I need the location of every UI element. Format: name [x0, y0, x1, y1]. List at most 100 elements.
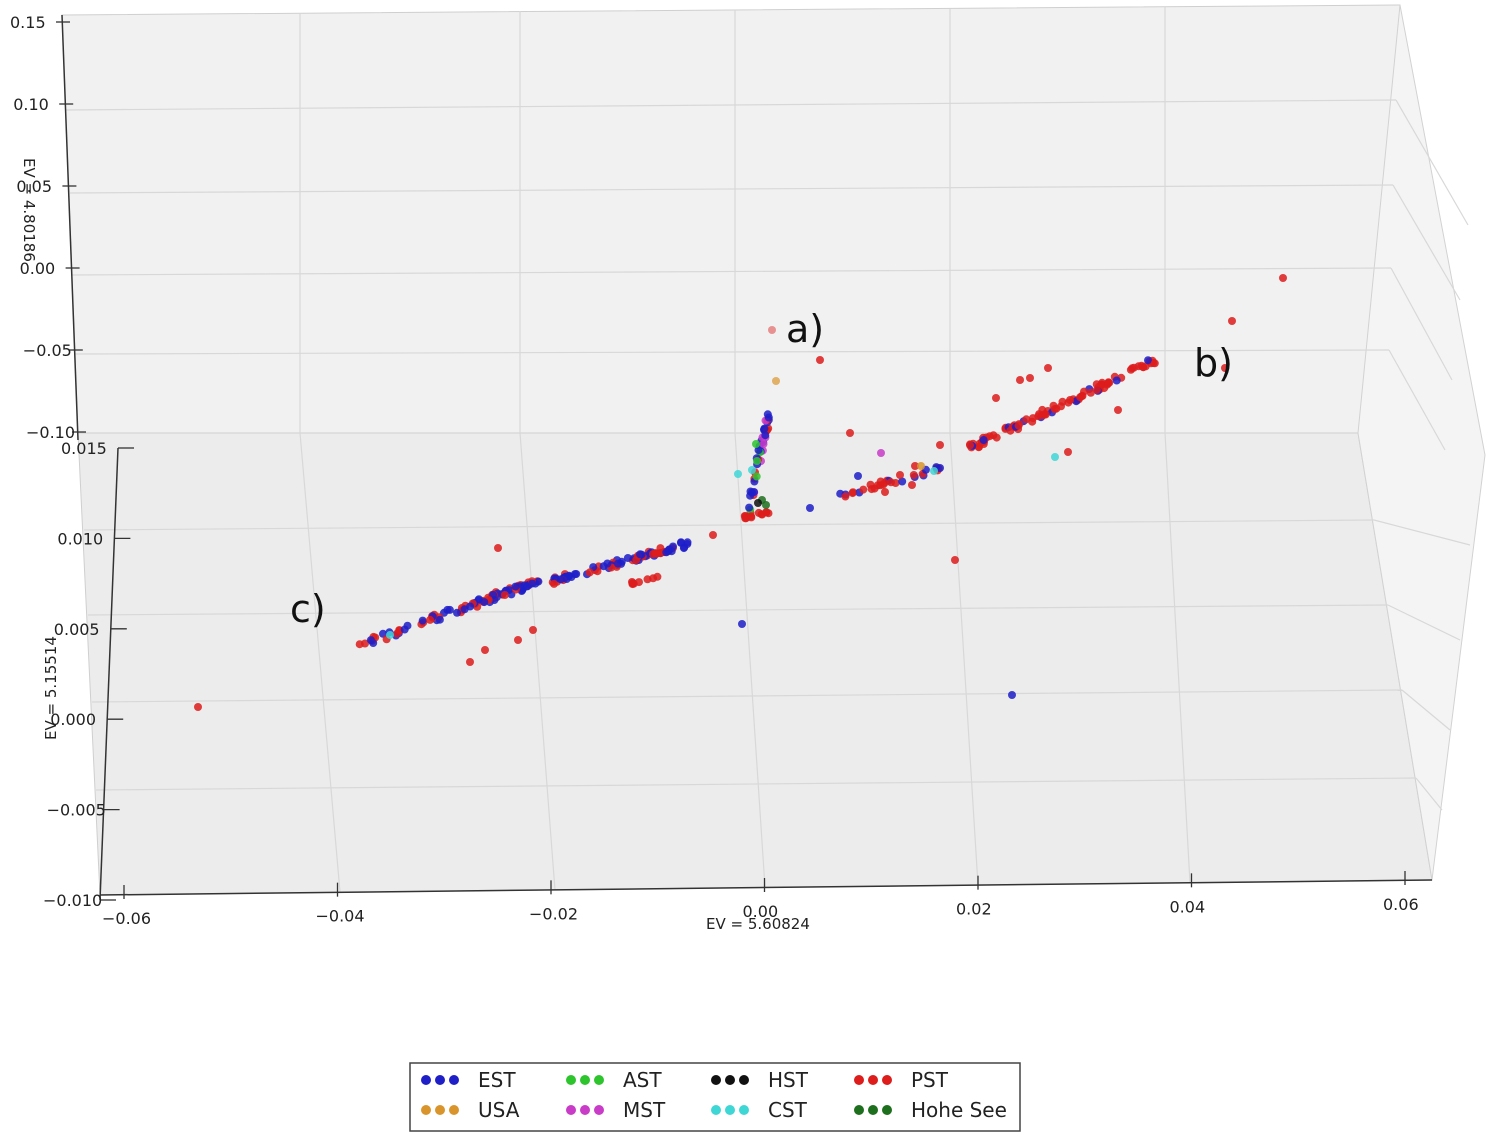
point-mst: [759, 440, 768, 449]
point-est: [567, 573, 576, 581]
legend-marker: [739, 1105, 749, 1115]
annotation-c: c): [290, 587, 326, 631]
point-pst: [1064, 448, 1072, 456]
point-pst: [1279, 274, 1287, 282]
legend-marker: [711, 1075, 721, 1085]
point-est: [745, 503, 754, 512]
point-pst: [393, 629, 401, 638]
x-tick-label: −0.04: [316, 907, 365, 926]
point-est: [760, 424, 769, 433]
point-pst: [841, 492, 850, 501]
legend-marker: [580, 1105, 590, 1115]
point-pst: [628, 579, 637, 588]
legend-item-pst: PST: [854, 1068, 949, 1092]
z-tick-label: 0.05: [16, 177, 52, 196]
legend-marker: [854, 1075, 864, 1085]
legend-marker: [854, 1105, 864, 1115]
point-pst: [742, 514, 751, 523]
point-est: [936, 464, 944, 472]
y-tick-label: 0.005: [54, 620, 100, 639]
point-pst: [768, 326, 776, 334]
point-pst: [1026, 374, 1034, 382]
legend: EST USA AST MST HST CST PST Hohe See: [409, 1062, 1021, 1132]
point-est: [1112, 376, 1121, 385]
point-cst: [748, 466, 756, 474]
legend-label: HST: [768, 1068, 809, 1092]
ticks-layer: −0.06 −0.04 −0.02 0.00 0.02 0.04 0.06 −0.010 −0.…: [10, 13, 1419, 928]
point-pst: [909, 471, 918, 479]
point-pst: [985, 432, 994, 441]
point-pst: [355, 640, 364, 649]
point-pst: [1066, 396, 1075, 404]
point-pst: [992, 433, 1001, 442]
x-tick-label: −0.02: [529, 904, 578, 923]
gridlines: [65, 7, 1471, 893]
y-tick-label: 0.010: [57, 529, 103, 548]
point-ast: [753, 457, 761, 465]
point-pst: [1086, 388, 1095, 397]
point-pst: [936, 441, 944, 449]
point-pst: [651, 549, 660, 558]
legend-label: PST: [911, 1068, 949, 1092]
legend-marker: [711, 1105, 721, 1115]
annotation-a: a): [786, 307, 824, 351]
point-est: [1144, 356, 1152, 365]
point-pst: [1034, 412, 1043, 421]
point-mst: [877, 449, 885, 457]
legend-label: EST: [478, 1068, 516, 1092]
point-est: [453, 608, 461, 617]
point-usa: [917, 462, 925, 470]
point-pst: [1141, 362, 1150, 371]
legend-item-usa: USA: [421, 1098, 520, 1122]
point-est: [1008, 691, 1016, 699]
point-ast: [752, 472, 761, 481]
point-est: [754, 446, 763, 455]
point-pst: [887, 478, 895, 487]
point-pst: [1078, 391, 1087, 400]
point-pst: [709, 531, 717, 539]
point-est: [764, 413, 773, 422]
legend-marker: [449, 1105, 459, 1115]
point-pst: [846, 429, 854, 437]
point-pst: [911, 462, 919, 470]
point-pst: [951, 556, 959, 564]
point-pst: [1221, 364, 1229, 372]
point-pst: [1114, 406, 1122, 414]
point-pst: [1228, 317, 1236, 325]
point-pst: [500, 591, 509, 599]
legend-marker: [566, 1075, 576, 1085]
x-tick-label: 0.02: [956, 900, 992, 919]
point-pst: [1028, 417, 1037, 426]
legend-marker: [421, 1075, 431, 1085]
point-est: [528, 579, 537, 588]
legend-marker: [421, 1105, 431, 1115]
legend-item-cst: CST: [711, 1098, 808, 1122]
y-tick-label: 0.015: [61, 439, 107, 458]
legend-marker: [566, 1105, 576, 1115]
point-pst: [867, 485, 876, 494]
point-est: [366, 636, 375, 645]
point-pst: [1126, 365, 1135, 374]
legend-label: CST: [768, 1098, 808, 1122]
y-axis-line: [99, 447, 119, 901]
legend-marker: [435, 1105, 445, 1115]
point-pst: [881, 488, 889, 496]
point-pst: [1044, 364, 1052, 372]
point-est: [418, 616, 427, 625]
x-tick-label: 0.00: [743, 902, 779, 921]
point-pst: [529, 626, 537, 634]
point-est: [520, 581, 529, 590]
legend-marker: [725, 1075, 735, 1085]
point-est: [677, 538, 685, 547]
legend-item-est: EST: [421, 1068, 516, 1092]
z-tick-label: 0.00: [20, 259, 56, 278]
x-tick-label: −0.06: [102, 909, 151, 928]
point-pst: [494, 544, 502, 552]
point-pst: [514, 636, 522, 644]
x-axis-title: EV = 5.60824: [706, 915, 810, 933]
point-cst: [386, 631, 394, 639]
point-pst: [481, 646, 489, 654]
point-pst: [908, 481, 916, 489]
z-axis-title: EV = 4.80186: [20, 158, 38, 262]
point-est: [746, 491, 755, 500]
